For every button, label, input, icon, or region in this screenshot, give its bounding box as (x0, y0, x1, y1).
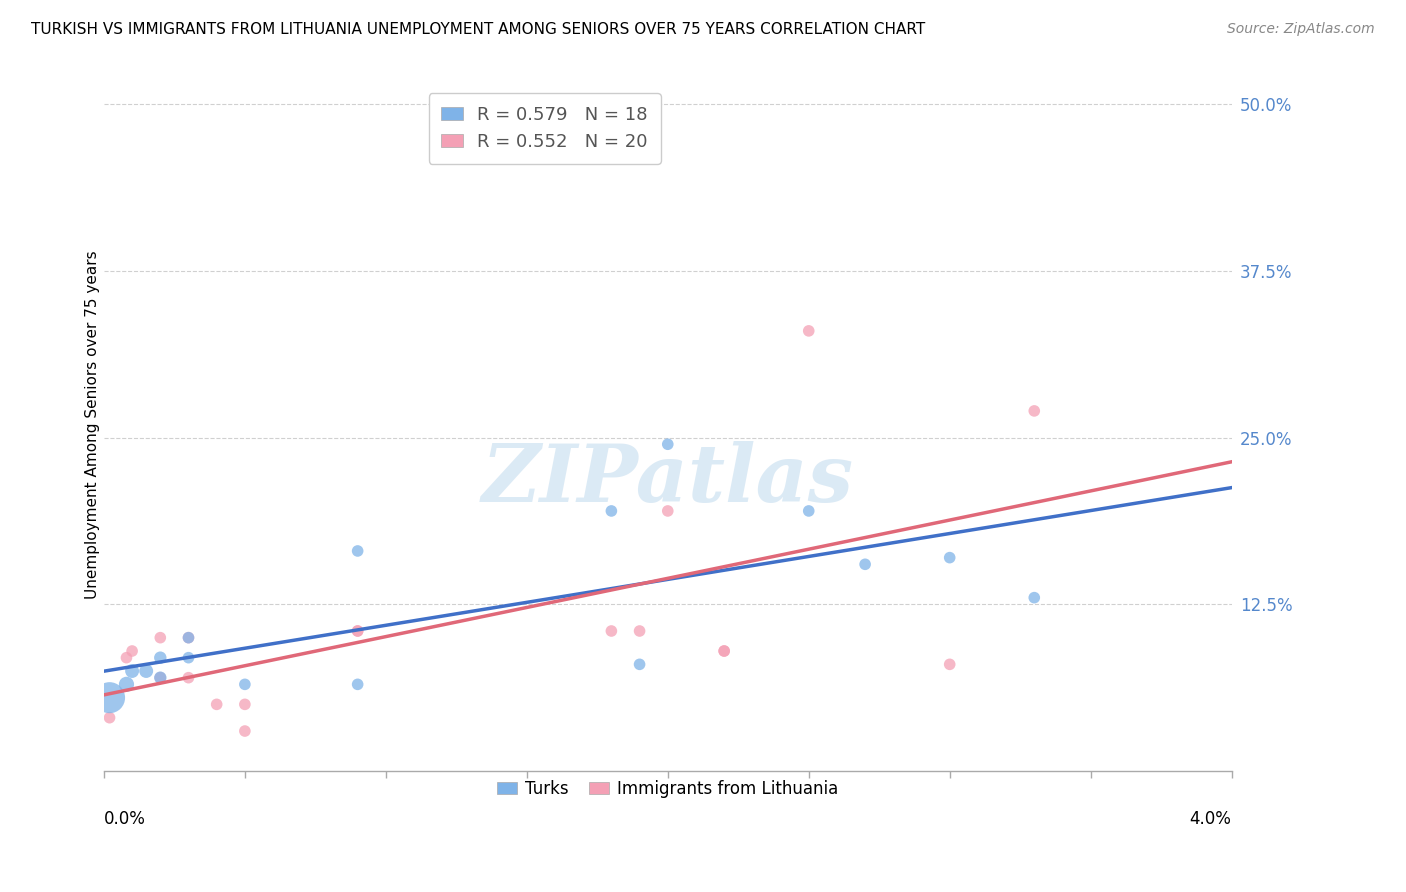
Point (346, 677, 368, 691)
Point (657, 504, 679, 518)
Point (177, 631, 200, 645)
Point (346, 624, 368, 638)
Point (149, 671, 172, 685)
Text: 4.0%: 4.0% (1189, 810, 1232, 828)
Point (797, 324, 820, 338)
Text: ZIPatlas: ZIPatlas (482, 441, 853, 518)
Point (177, 631, 200, 645)
Point (600, 624, 623, 638)
Text: 0.0%: 0.0% (104, 810, 146, 828)
Point (1024, 591, 1046, 605)
Point (177, 671, 200, 685)
Text: TURKISH VS IMMIGRANTS FROM LITHUANIA UNEMPLOYMENT AMONG SENIORS OVER 75 YEARS CO: TURKISH VS IMMIGRANTS FROM LITHUANIA UNE… (31, 22, 925, 37)
Point (205, 698, 228, 712)
Point (938, 657, 960, 672)
Point (1024, 404, 1046, 418)
Point (346, 624, 368, 638)
Point (600, 504, 623, 518)
Point (149, 650, 172, 665)
Point (98, 690, 121, 705)
Point (149, 671, 172, 685)
Point (233, 698, 256, 712)
Point (115, 677, 138, 691)
Point (346, 544, 368, 558)
Text: Source: ZipAtlas.com: Source: ZipAtlas.com (1227, 22, 1375, 37)
Point (115, 650, 138, 665)
Point (135, 664, 157, 678)
Point (233, 677, 256, 691)
Point (628, 624, 651, 638)
Point (98, 711, 121, 725)
Point (121, 644, 143, 658)
Legend: Turks, Immigrants from Lithuania: Turks, Immigrants from Lithuania (491, 773, 845, 805)
Point (797, 504, 820, 518)
Point (657, 437, 679, 451)
Point (713, 644, 735, 658)
Point (149, 631, 172, 645)
Y-axis label: Unemployment Among Seniors over 75 years: Unemployment Among Seniors over 75 years (86, 250, 100, 599)
Point (938, 550, 960, 565)
Point (628, 657, 651, 672)
Point (121, 664, 143, 678)
Point (713, 644, 735, 658)
Point (853, 558, 876, 572)
Point (233, 724, 256, 739)
Point (177, 650, 200, 665)
